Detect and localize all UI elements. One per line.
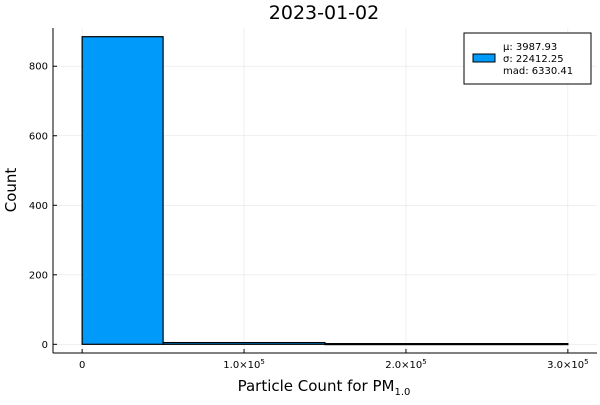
- legend: μ: 3987.93 σ: 22412.25 mad: 6330.41: [463, 32, 592, 85]
- legend-mean: μ: 3987.93: [503, 42, 557, 53]
- x-tick-label-2: 2.0×105: [385, 358, 426, 371]
- x-tick-label-3: 3.0×105: [547, 358, 588, 371]
- x-tick-label-0: 0: [79, 360, 85, 371]
- legend-swatch: [472, 53, 496, 63]
- legend-sigma: σ: 22412.25: [503, 54, 564, 65]
- x-axis-label-subscript: 1.0: [394, 387, 410, 398]
- x-tick-label-1: 1.0×105: [223, 358, 264, 371]
- axes: [52, 28, 597, 354]
- y-axis-label: Count: [2, 168, 20, 213]
- histogram-bar-1: [162, 341, 326, 345]
- y-tick-label-2: 400: [29, 201, 48, 212]
- histogram-bars: [81, 36, 569, 346]
- y-tick-label-3: 600: [29, 131, 48, 142]
- y-tick-label-0: 0: [42, 340, 48, 351]
- x-axis-label: Particle Count for PM1.0: [238, 377, 411, 398]
- legend-mad: mad: 6330.41: [503, 66, 573, 77]
- y-tick-label-4: 800: [29, 62, 48, 73]
- x-axis-label-main: Particle Count for PM: [238, 377, 395, 395]
- chart-title: 2023-01-02: [269, 2, 379, 24]
- y-tick-label-1: 200: [29, 270, 48, 281]
- histogram-bar-0: [81, 36, 164, 345]
- histogram-bar-2: [324, 343, 569, 346]
- tick-labels: 0 1.0×105 2.0×105 3.0×105 0 200 400 600 800: [29, 62, 589, 371]
